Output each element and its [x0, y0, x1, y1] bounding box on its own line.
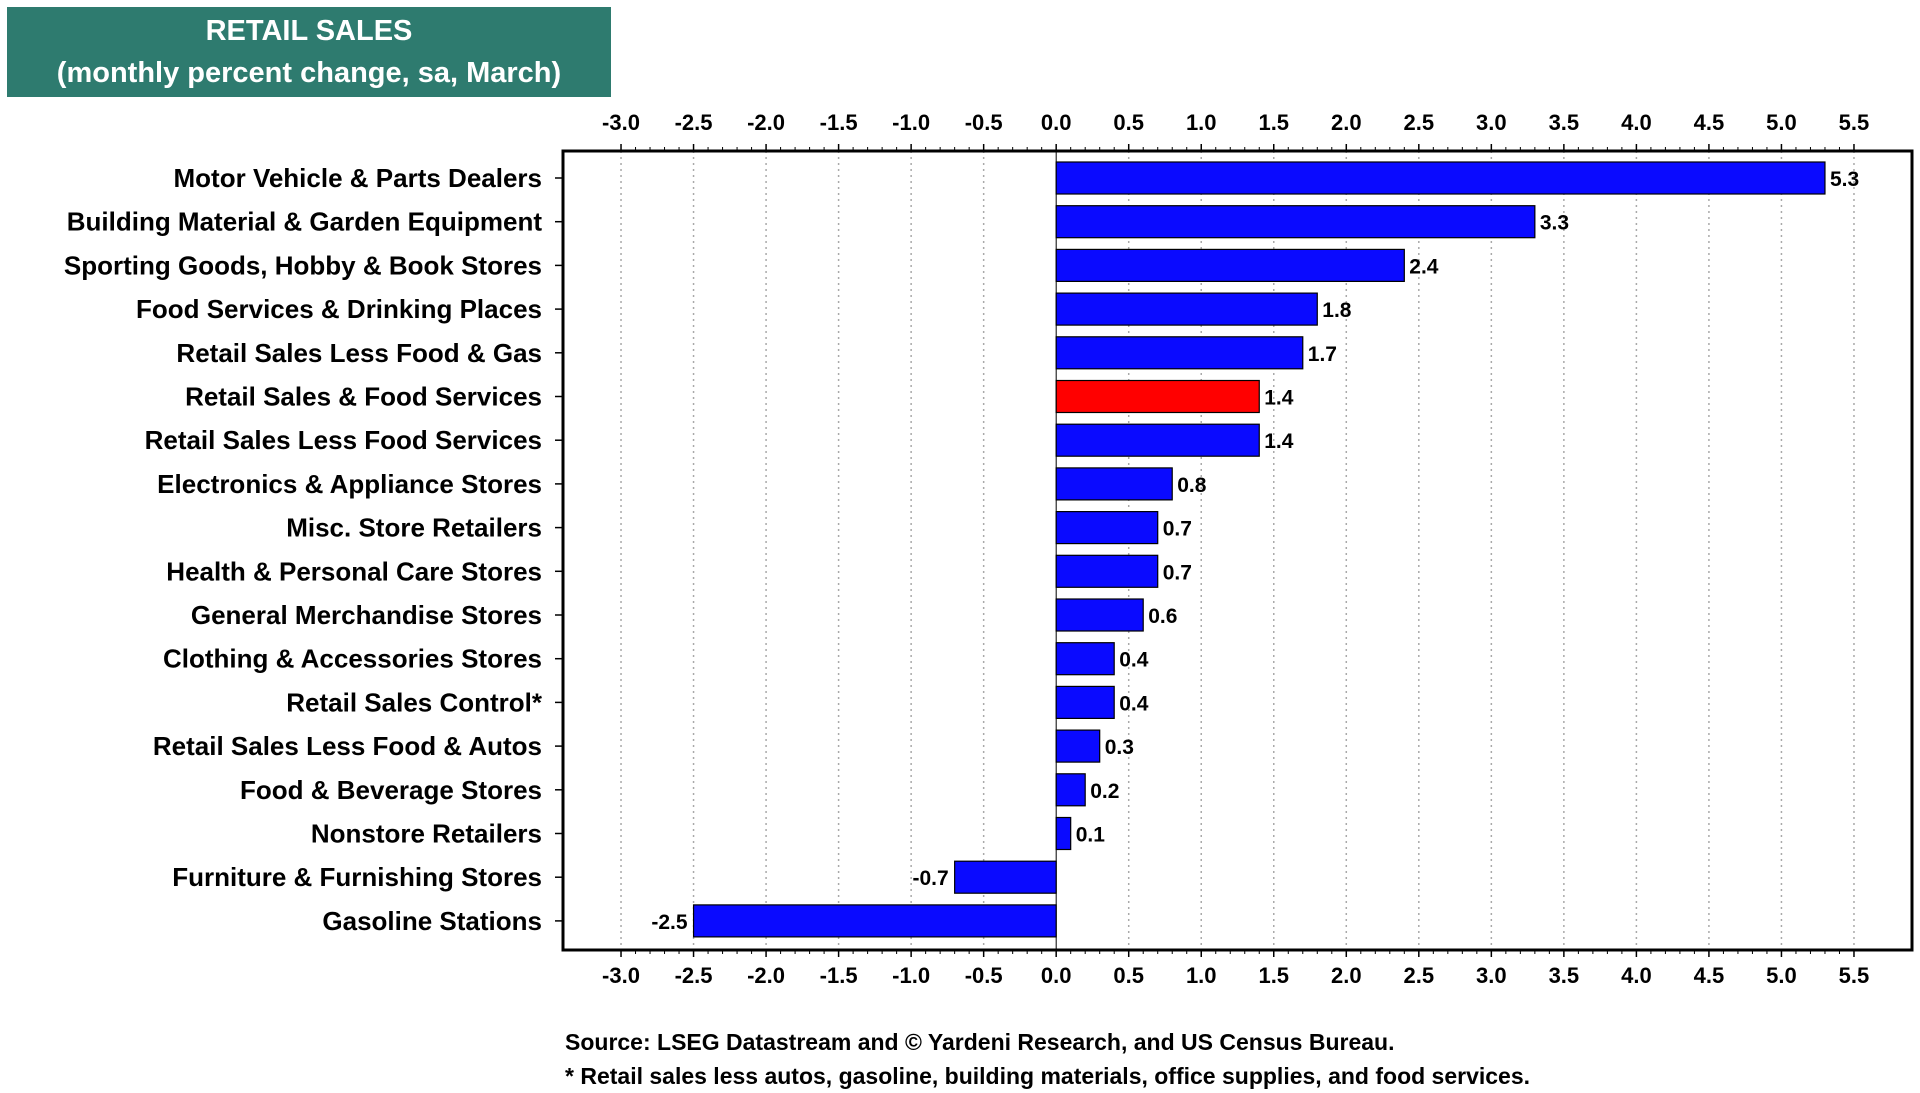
bar-highlight — [1055, 379, 1260, 414]
bar-value-label: 1.4 — [1264, 387, 1294, 410]
bar — [954, 860, 1057, 894]
bar — [1055, 642, 1115, 676]
bar — [1055, 729, 1101, 763]
x-tick-label-top: 4.5 — [1694, 110, 1725, 135]
bar — [1055, 205, 1536, 239]
plot-frame — [561, 149, 1914, 952]
bar-value-label: 3.3 — [1540, 212, 1569, 235]
category-label: Gasoline Stations — [322, 906, 542, 936]
bar-value-label: -2.5 — [651, 911, 688, 934]
bar — [692, 904, 1057, 938]
bar — [1055, 336, 1304, 370]
category-label: Food & Beverage Stores — [240, 775, 542, 805]
category-label: Clothing & Accessories Stores — [163, 644, 542, 674]
bar-value-label: 1.7 — [1308, 343, 1337, 366]
bar — [1055, 248, 1405, 282]
category-label: Retail Sales Less Food Services — [145, 425, 542, 455]
bar-value-label: 0.1 — [1076, 824, 1106, 847]
category-label: Retail Sales Less Food & Autos — [153, 731, 542, 761]
category-label: Motor Vehicle & Parts Dealers — [174, 163, 542, 193]
bar-value-label: 0.4 — [1119, 692, 1149, 715]
category-label: Sporting Goods, Hobby & Book Stores — [64, 250, 542, 280]
x-tick-label-top: 2.0 — [1331, 110, 1362, 135]
bar-value-label: 0.3 — [1105, 736, 1134, 759]
x-tick-label-top: 4.0 — [1621, 110, 1652, 135]
bar-value-label: 5.3 — [1830, 168, 1859, 191]
chart-notes: Source: LSEG Datastream and © Yardeni Re… — [565, 1025, 1530, 1093]
bar-value-label: 0.6 — [1148, 605, 1177, 628]
x-tick-label-top: -3.0 — [602, 110, 640, 135]
x-tick-label-bottom: -2.5 — [675, 963, 713, 988]
x-tick-label-top: 0.0 — [1041, 110, 1072, 135]
bar — [1055, 773, 1086, 807]
category-label: Electronics & Appliance Stores — [157, 469, 542, 499]
category-label: Furniture & Furnishing Stores — [172, 862, 542, 892]
bar-value-label: 0.7 — [1163, 518, 1192, 541]
x-tick-label-top: -2.0 — [747, 110, 785, 135]
x-tick-label-top: 5.5 — [1839, 110, 1870, 135]
x-tick-label-bottom: 4.5 — [1694, 963, 1725, 988]
category-label: Health & Personal Care Stores — [166, 556, 542, 586]
x-tick-label-bottom: 1.5 — [1258, 963, 1289, 988]
category-label: Building Material & Garden Equipment — [67, 207, 543, 237]
x-tick-label-bottom: 2.0 — [1331, 963, 1362, 988]
x-tick-label-bottom: 5.5 — [1839, 963, 1870, 988]
bar-value-label: 2.4 — [1409, 255, 1439, 278]
bar — [1055, 816, 1072, 851]
x-tick-label-top: 3.0 — [1476, 110, 1507, 135]
x-tick-label-top: 1.0 — [1186, 110, 1217, 135]
chart-title: RETAIL SALES — [205, 15, 413, 47]
category-label: General Merchandise Stores — [191, 600, 542, 630]
source-note: Source: LSEG Datastream and © Yardeni Re… — [565, 1029, 1395, 1055]
bar-value-label: -0.7 — [912, 867, 948, 890]
x-tick-label-top: 5.0 — [1766, 110, 1797, 135]
x-tick-label-bottom: 5.0 — [1766, 963, 1797, 988]
bar-value-label: 1.4 — [1264, 430, 1294, 453]
category-label: Nonstore Retailers — [311, 819, 542, 849]
x-tick-label-bottom: 4.0 — [1621, 963, 1652, 988]
x-tick-label-bottom: 2.5 — [1404, 963, 1435, 988]
bar — [1055, 554, 1159, 588]
x-tick-label-bottom: 0.5 — [1113, 963, 1144, 988]
footnote: * Retail sales less autos, gasoline, bui… — [565, 1063, 1531, 1089]
x-tick-label-bottom: -0.5 — [965, 963, 1003, 988]
bar — [1055, 685, 1115, 720]
x-tick-label-top: -2.5 — [675, 110, 713, 135]
x-tick-label-top: -0.5 — [965, 110, 1003, 135]
x-tick-label-bottom: -3.0 — [602, 963, 640, 988]
bar — [1055, 467, 1173, 501]
x-tick-label-bottom: 3.0 — [1476, 963, 1507, 988]
bar-value-label: 1.8 — [1322, 299, 1352, 322]
category-label: Retail Sales Control* — [286, 687, 543, 717]
bar — [1055, 161, 1826, 195]
x-tick-label-bottom: -2.0 — [747, 963, 785, 988]
x-tick-label-top: 3.5 — [1549, 110, 1580, 135]
x-tick-label-top: 0.5 — [1113, 110, 1144, 135]
bar — [1055, 292, 1318, 326]
bar — [1055, 598, 1144, 632]
x-tick-label-bottom: 1.0 — [1186, 963, 1217, 988]
bar — [1055, 511, 1159, 545]
x-tick-label-top: -1.0 — [892, 110, 930, 135]
x-tick-label-top: -1.5 — [820, 110, 858, 135]
bar-value-label: 0.7 — [1163, 561, 1192, 584]
x-tick-label-bottom: 3.5 — [1549, 963, 1580, 988]
x-tick-label-bottom: 0.0 — [1041, 963, 1072, 988]
category-label: Retail Sales Less Food & Gas — [176, 338, 542, 368]
chart-title-box: RETAIL SALES (monthly percent change, sa… — [7, 7, 611, 97]
chart-subtitle: (monthly percent change, sa, March) — [56, 57, 562, 89]
category-label: Misc. Store Retailers — [286, 513, 542, 543]
x-tick-label-bottom: -1.0 — [892, 963, 930, 988]
category-label: Retail Sales & Food Services — [185, 382, 542, 412]
bar-value-label: 0.8 — [1177, 474, 1207, 497]
x-tick-label-top: 2.5 — [1404, 110, 1435, 135]
bar-value-label: 0.2 — [1090, 780, 1119, 803]
x-tick-label-top: 1.5 — [1258, 110, 1289, 135]
category-label: Food Services & Drinking Places — [136, 294, 542, 324]
x-tick-label-bottom: -1.5 — [820, 963, 858, 988]
bar — [1055, 423, 1260, 457]
bar-value-label: 0.4 — [1119, 649, 1149, 672]
